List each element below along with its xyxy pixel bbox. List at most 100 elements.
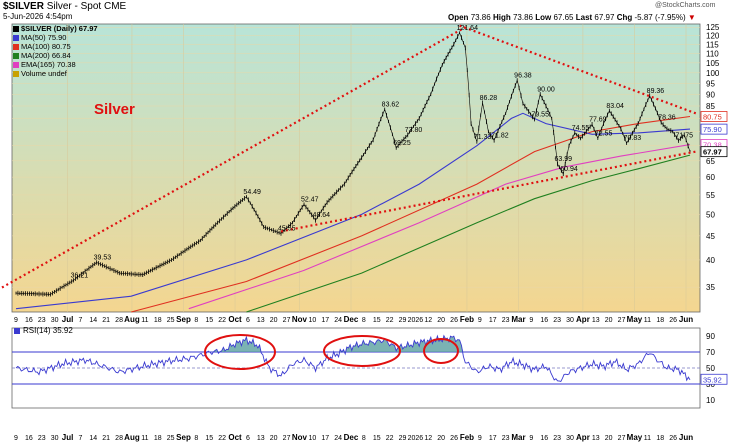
price-data-label: 48.64 <box>313 212 331 219</box>
rsi-x-tick: May <box>627 433 643 442</box>
legend: $SILVER (Daily) 67.97 MA(50) 75.90 MA(100)… <box>13 24 98 78</box>
rsi-x-axis: 9 16 23 30 Jul 7 14 21 28 Aug 11 18 25 Sep 8 15 22 Oct 6 13… <box>14 433 693 442</box>
rsi-x-tick: 13 <box>592 435 600 442</box>
legend-entry: EMA(165) 70.38 <box>13 60 98 69</box>
price-x-tick: 20 <box>270 317 278 324</box>
price-y-tick: 90 <box>706 90 715 99</box>
rsi-line <box>15 334 691 383</box>
price-x-tick: 10 <box>308 317 316 324</box>
rsi-x-tick: Jun <box>679 433 693 442</box>
rsi-x-tick: 17 <box>489 435 497 442</box>
legend-swatch <box>13 61 19 68</box>
symbol: $SILVER <box>3 1 44 12</box>
data-labels: 39.53 36.21 54.49 45.55 52.47 48.64 83.62 69.25… <box>71 25 693 279</box>
price-grid <box>12 24 700 312</box>
rsi-x-tick: 21 <box>102 435 110 442</box>
rsi-x-tick: 27 <box>283 435 291 442</box>
rsi-x-tick: Sep <box>176 433 191 442</box>
price-x-tick: 9 <box>529 317 533 324</box>
rsi-x-tick: 30 <box>51 435 59 442</box>
price-data-label: 39.53 <box>94 254 112 261</box>
price-data-label: 60.94 <box>560 166 578 173</box>
rsi-x-tick: Nov <box>292 433 308 442</box>
price-data-label: 86.28 <box>480 95 498 102</box>
price-x-tick: May <box>627 315 643 324</box>
price-x-tick: 9 <box>478 317 482 324</box>
price-data-label: 89.36 <box>647 88 665 95</box>
price-x-tick: 12 <box>424 317 432 324</box>
rsi-x-tick: 12 <box>424 435 432 442</box>
price-data-label: 71.33 <box>474 134 492 141</box>
price-data-label: 77.69 <box>589 116 607 123</box>
price-x-tick: Jul <box>62 315 74 324</box>
price-x-tick: 28 <box>115 317 123 324</box>
price-x-tick: Aug <box>124 315 140 324</box>
rsi-value-tag: 35.92 <box>703 375 722 384</box>
ma100-line <box>131 115 691 313</box>
rsi-highlight-ellipses <box>204 334 459 370</box>
price-data-label: 69.25 <box>393 140 411 147</box>
price-x-tick: 2026 <box>408 317 424 324</box>
legend-label: $SILVER (Daily) 67.97 <box>21 24 98 33</box>
rsi-x-tick: 13 <box>257 435 265 442</box>
rsi-x-tick: 23 <box>553 435 561 442</box>
instrument-name: Silver - Spot <box>46 1 102 12</box>
price-x-tick: 17 <box>489 317 497 324</box>
rsi-x-tick: Dec <box>344 433 359 442</box>
price-y-tick: 95 <box>706 79 715 88</box>
price-data-label: 121.64 <box>457 25 479 32</box>
rsi-series: 35.92 <box>15 334 728 385</box>
rsi-x-tick: 9 <box>14 435 18 442</box>
price-x-tick: 30 <box>51 317 59 324</box>
price-x-tick: 25 <box>167 317 175 324</box>
price-x-tick: 8 <box>194 317 198 324</box>
rsi-x-tick: 24 <box>334 435 342 442</box>
value-tag-box <box>700 111 728 122</box>
price-data-label: 45.55 <box>278 225 296 232</box>
price-x-tick: 8 <box>362 317 366 324</box>
price-data-label: 71.82 <box>491 132 509 139</box>
rsi-x-tick: Apr <box>576 433 590 442</box>
rsi-x-tick: 23 <box>38 435 46 442</box>
rsi-overbought-fill <box>16 335 690 352</box>
price-data-label: 36.21 <box>71 272 89 279</box>
rsi-x-tick: 18 <box>154 435 162 442</box>
rsi-value-tag-box <box>700 373 728 385</box>
value-tag-label: 70.38 <box>703 141 722 150</box>
chart-header-title: $SILVER Silver - Spot CME <box>3 1 126 12</box>
price-y-tick: 115 <box>706 40 719 49</box>
rsi-highlight-ellipse <box>423 338 459 364</box>
price-x-tick: 23 <box>502 317 510 324</box>
price-x-axis: 9 16 23 30 Jul 7 14 21 28 Aug 11 18 25 Sep 8 15 22 Oct 6 13… <box>14 315 693 324</box>
price-x-tick: 24 <box>334 317 342 324</box>
rsi-x-tick: 22 <box>218 435 226 442</box>
rsi-x-tick: 11 <box>141 435 148 442</box>
rsi-x-tick: 26 <box>669 435 677 442</box>
price-x-tick: 11 <box>644 317 651 324</box>
rsi-x-tick: Mar <box>511 433 525 442</box>
price-y-tick: 85 <box>706 102 715 111</box>
rsi-x-tick: 15 <box>205 435 213 442</box>
ma200-line <box>246 154 691 313</box>
legend-label: EMA(165) 70.38 <box>21 60 76 69</box>
price-y-tick: 110 <box>706 49 719 58</box>
price-x-tick: 30 <box>566 317 574 324</box>
rsi-x-tick: 2026 <box>408 435 424 442</box>
rsi-x-tick: 8 <box>194 435 198 442</box>
price-x-tick: 23 <box>553 317 561 324</box>
price-x-tick: 18 <box>656 317 664 324</box>
price-x-tick: 13 <box>592 317 600 324</box>
rsi-x-tick: 11 <box>644 435 651 442</box>
price-data-label: 79.55 <box>531 112 549 119</box>
price-data-label: 83.62 <box>382 101 400 108</box>
legend-swatch <box>13 70 19 77</box>
price-x-tick: 16 <box>540 317 548 324</box>
value-tag-label: 80.75 <box>703 112 722 121</box>
price-y-tick: 105 <box>706 59 720 68</box>
rsi-x-tick: 14 <box>89 435 97 442</box>
legend-label: MA(50) 75.90 <box>21 33 67 42</box>
rsi-x-tick: 28 <box>115 435 123 442</box>
price-data-label: 54.49 <box>243 189 261 196</box>
price-x-tick: Feb <box>460 315 474 324</box>
